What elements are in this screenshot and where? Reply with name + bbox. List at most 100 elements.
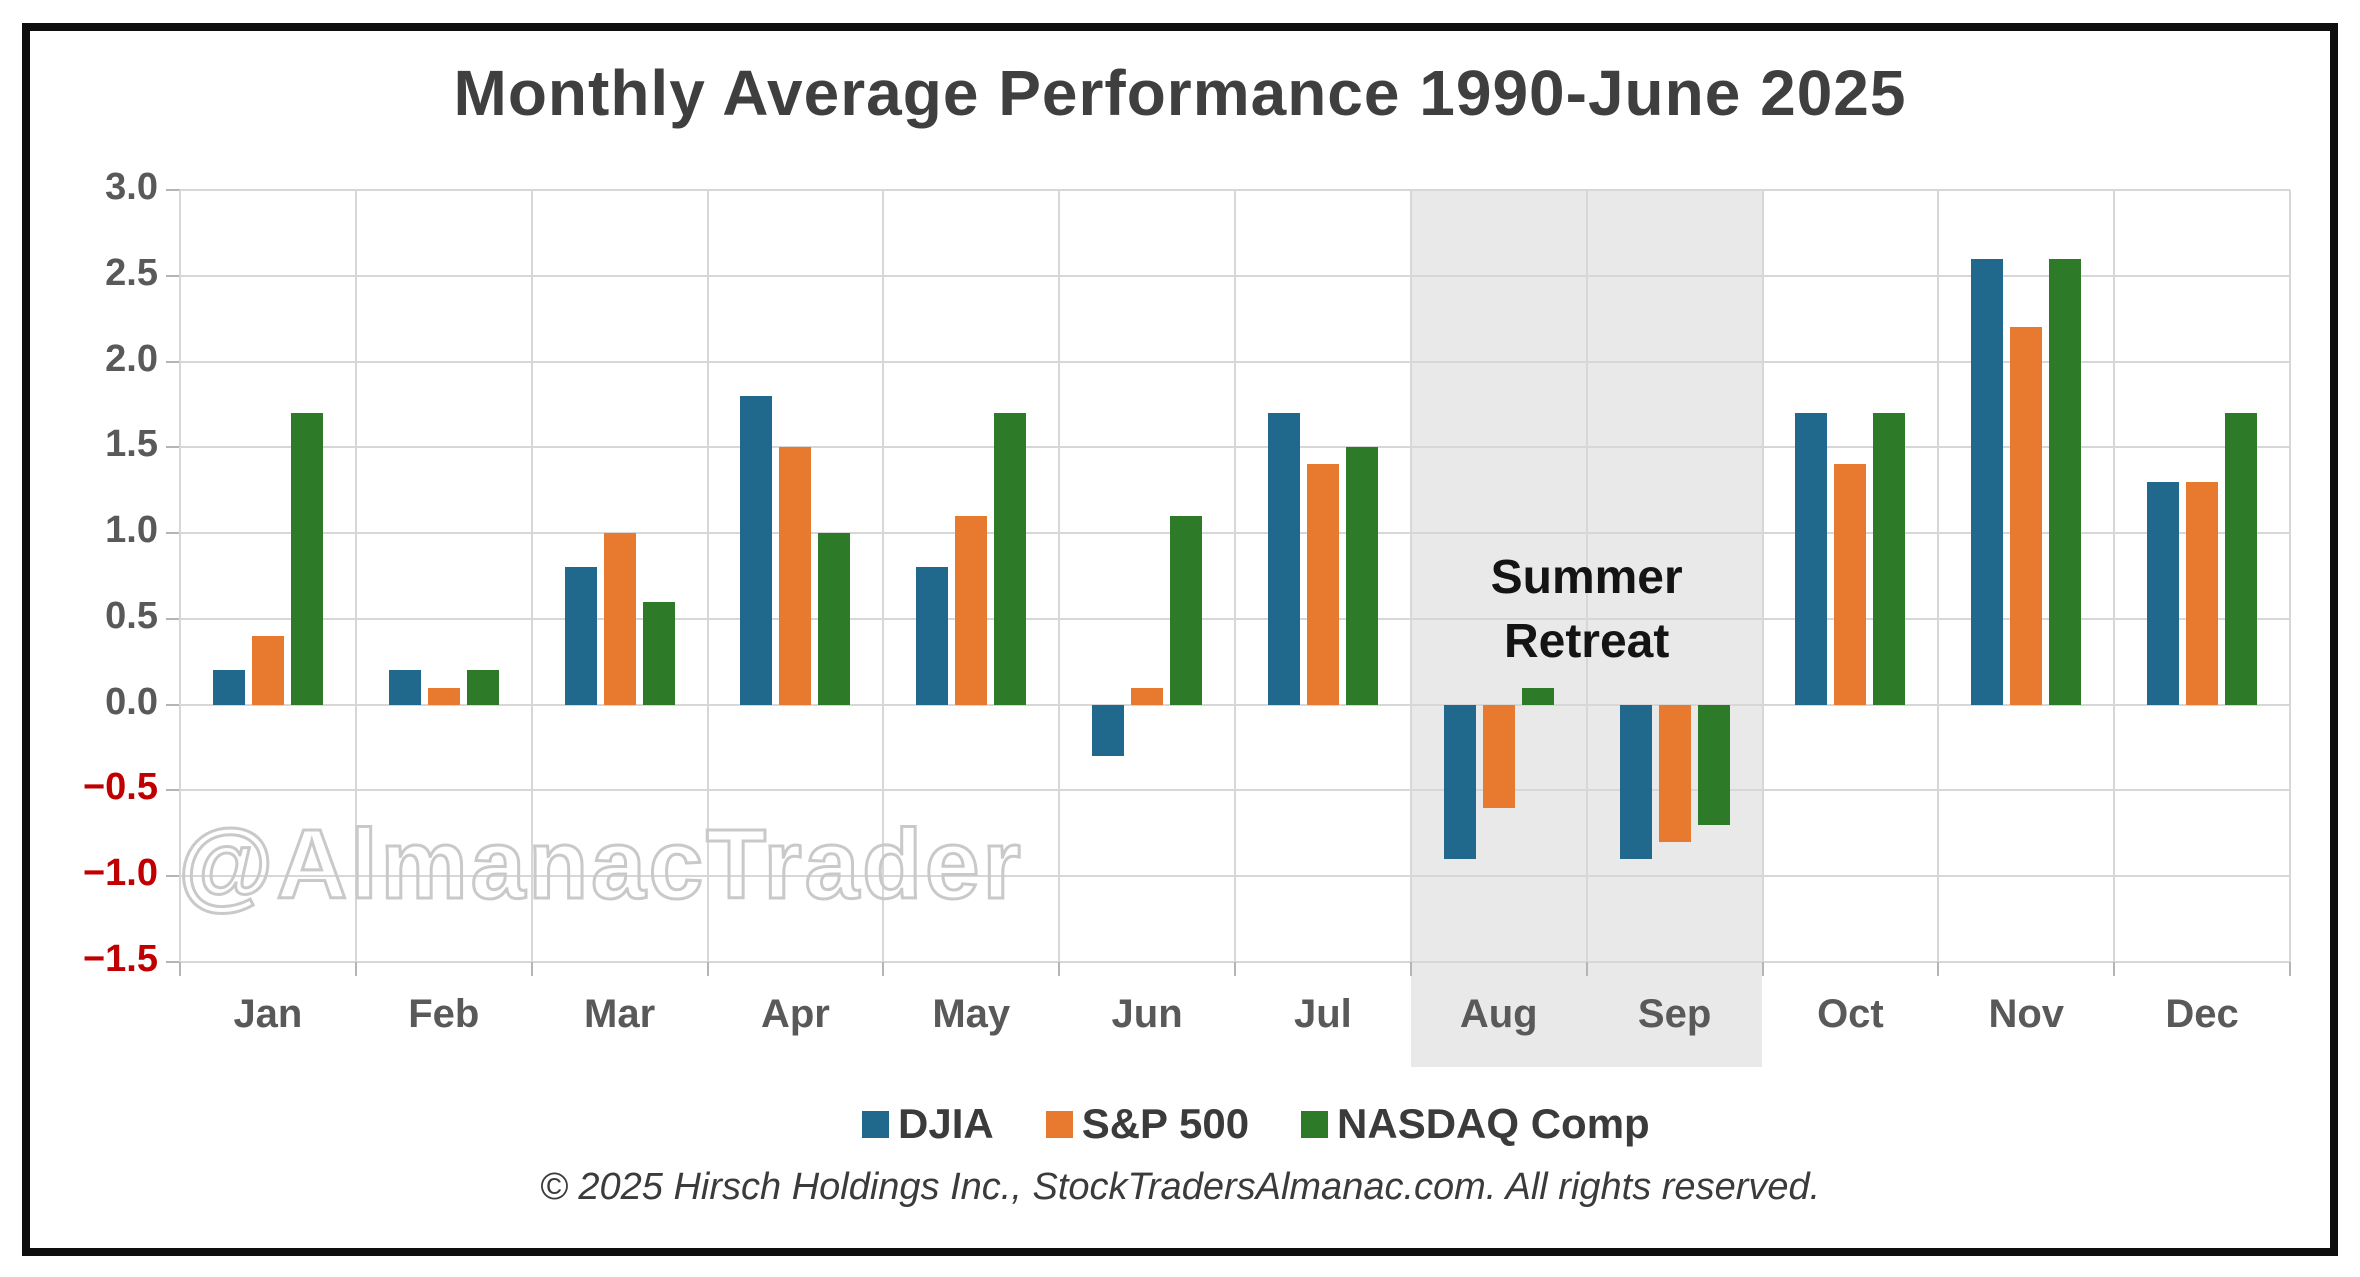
x-tick-mark <box>1058 962 1061 976</box>
y-tick-label: 0.5 <box>105 594 158 637</box>
y-tick-label: 1.5 <box>105 423 158 466</box>
watermark-text: @AlmanacTrader <box>177 808 1024 921</box>
legend-item-nasdaq: NASDAQ Comp <box>1301 1100 1650 1148</box>
y-tick-label: 0.0 <box>105 680 158 723</box>
v-gridline <box>1234 190 1236 962</box>
bar-nasdaqcomp-may <box>994 413 1027 705</box>
bar-nasdaqcomp-jun <box>1170 515 1203 705</box>
y-tick-mark <box>166 532 180 535</box>
x-tick-mark <box>1409 962 1412 976</box>
month-label: Aug <box>1459 992 1538 1036</box>
sp500-swatch-icon <box>1045 1110 1073 1138</box>
month-label: Oct <box>1817 992 1884 1036</box>
bar-sp500-dec <box>2186 481 2219 705</box>
x-tick-mark <box>882 962 885 976</box>
v-gridline <box>2289 190 2291 962</box>
x-tick-mark <box>1761 962 1764 976</box>
month-label: Apr <box>760 992 830 1036</box>
djia-swatch-icon <box>862 1110 889 1138</box>
y-tick-label: −0.5 <box>82 766 158 809</box>
month-label: Feb <box>408 992 480 1036</box>
bar-sp500-mar <box>603 533 636 705</box>
v-gridline <box>706 190 709 962</box>
x-tick-mark <box>1937 962 1940 976</box>
bar-djia-nov <box>1971 258 2004 705</box>
legend-label-djia: DJIA <box>898 1100 994 1147</box>
y-tick-label: 1.0 <box>105 509 158 552</box>
y-tick-mark <box>166 189 180 191</box>
v-gridline <box>354 190 357 962</box>
bar-nasdaqcomp-feb <box>466 670 499 705</box>
bar-djia-mar <box>564 567 597 705</box>
bar-sp500-aug <box>1482 704 1515 808</box>
v-gridline <box>530 190 533 962</box>
month-label: Nov <box>1988 992 2065 1036</box>
v-gridline <box>1761 190 1764 962</box>
x-tick-mark <box>2289 962 2291 976</box>
y-tick-mark <box>166 446 180 449</box>
month-label: Jun <box>1111 992 1183 1036</box>
bar-sp500-may <box>955 515 988 705</box>
bar-nasdaqcomp-nov <box>2049 258 2082 705</box>
x-tick-mark <box>706 962 709 976</box>
month-label: Jul <box>1294 992 1352 1036</box>
summer-retreat-label: Summer Retreat <box>1490 551 1683 668</box>
legend-label-nasdaq: NASDAQ Comp <box>1337 1100 1650 1147</box>
bar-djia-aug <box>1443 704 1476 860</box>
bar-djia-may <box>916 567 949 705</box>
bar-sp500-sep <box>1658 704 1691 842</box>
bar-sp500-oct <box>1834 464 1867 705</box>
y-tick-mark <box>166 875 180 878</box>
y-tick-label: −1.5 <box>82 938 158 980</box>
y-tick-label: 3.0 <box>105 166 158 208</box>
bar-djia-dec <box>2147 481 2180 705</box>
bar-nasdaqcomp-oct <box>1873 413 1906 705</box>
y-tick-mark <box>166 703 180 706</box>
bar-nasdaqcomp-dec <box>2225 413 2258 705</box>
v-gridline <box>1058 190 1061 962</box>
x-tick-mark <box>1234 962 1236 976</box>
bar-nasdaqcomp-sep <box>1697 704 1730 825</box>
y-tick-mark <box>166 961 180 963</box>
month-label: Sep <box>1637 992 1712 1036</box>
v-gridline <box>1937 190 1940 962</box>
bar-sp500-jan <box>251 636 284 705</box>
bar-sp500-jun <box>1131 687 1164 705</box>
bar-djia-jun <box>1092 704 1125 757</box>
month-label: Dec <box>2165 992 2239 1036</box>
month-label: Mar <box>584 992 656 1036</box>
y-tick-mark <box>166 274 180 277</box>
y-tick-mark <box>166 360 180 363</box>
y-tick-mark <box>166 617 180 620</box>
bar-sp500-feb <box>427 687 460 705</box>
y-tick-label: 2.0 <box>105 337 158 380</box>
bar-djia-feb <box>388 670 421 705</box>
x-tick-mark <box>1585 962 1588 976</box>
copyright-text: © 2025 Hirsch Holdings Inc., StockTrader… <box>539 1166 1821 1208</box>
month-label: May <box>932 992 1011 1036</box>
nasdaq-swatch-icon <box>1301 1110 1329 1138</box>
x-tick-mark <box>2113 962 2116 976</box>
bar-djia-sep <box>1619 704 1652 860</box>
y-tick-label: 2.5 <box>105 251 158 294</box>
bar-nasdaqcomp-jan <box>290 413 323 705</box>
x-tick-mark <box>354 962 357 976</box>
bar-sp500-apr <box>779 447 812 705</box>
bar-nasdaqcomp-aug <box>1521 687 1554 705</box>
bar-djia-oct <box>1795 413 1828 705</box>
v-gridline <box>1585 190 1588 962</box>
bar-djia-jan <box>212 670 245 705</box>
month-label: Jan <box>233 992 303 1036</box>
x-tick-mark <box>179 962 181 976</box>
bar-sp500-nov <box>2010 327 2043 705</box>
bar-djia-jul <box>1267 413 1300 705</box>
v-gridline <box>882 190 885 962</box>
legend: DJIA S&P 500 NASDAQ Comp <box>862 1100 1650 1148</box>
v-gridline <box>179 190 181 962</box>
chart-title: Monthly Average Performance 1990-June 20… <box>453 57 1907 129</box>
y-tick-mark <box>166 789 180 792</box>
legend-item-sp500: S&P 500 <box>1045 1100 1249 1148</box>
bar-nasdaqcomp-apr <box>818 533 851 705</box>
bar-nasdaqcomp-jul <box>1345 447 1378 705</box>
